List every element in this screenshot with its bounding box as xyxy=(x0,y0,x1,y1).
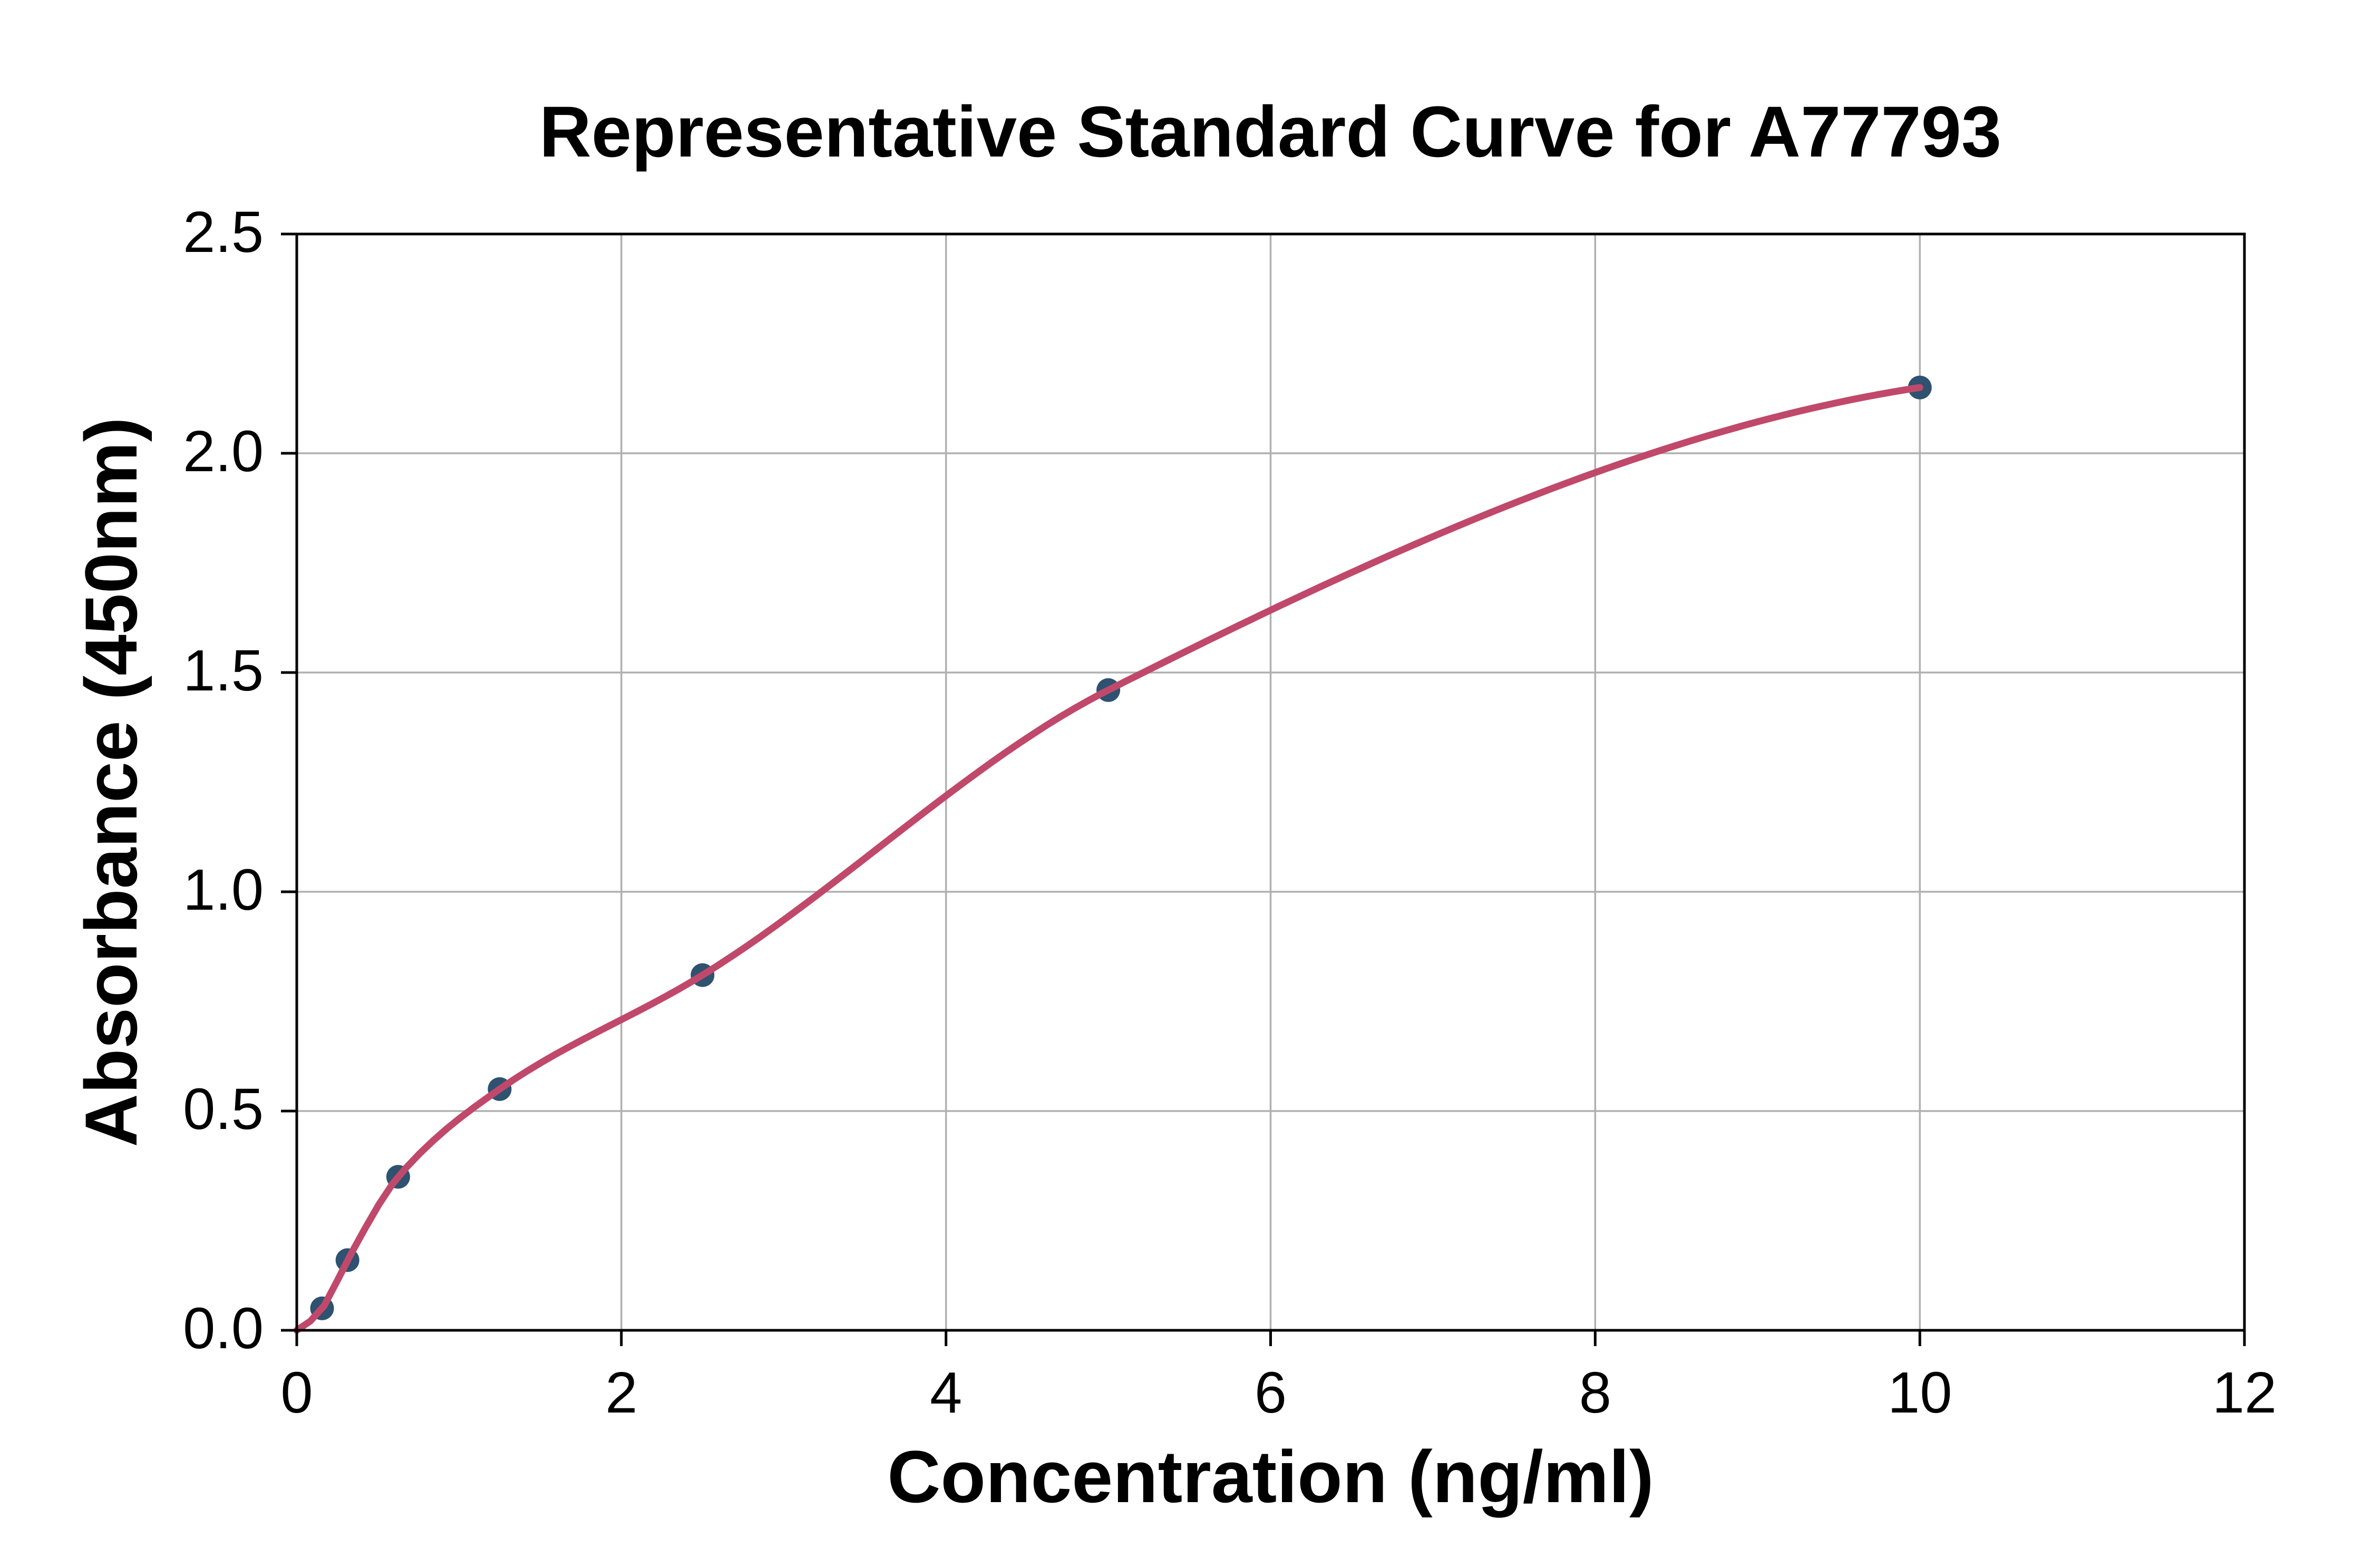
svg-text:2.0: 2.0 xyxy=(183,419,264,484)
svg-text:10: 10 xyxy=(1888,1360,1952,1425)
svg-text:6: 6 xyxy=(1255,1360,1287,1425)
svg-text:0.0: 0.0 xyxy=(183,1296,264,1361)
svg-text:0.5: 0.5 xyxy=(183,1077,264,1142)
svg-text:Absorbance (450nm): Absorbance (450nm) xyxy=(70,417,152,1147)
svg-text:8: 8 xyxy=(1579,1360,1611,1425)
svg-text:1.0: 1.0 xyxy=(183,858,264,922)
svg-text:0: 0 xyxy=(280,1360,313,1425)
svg-text:2.5: 2.5 xyxy=(183,200,264,265)
svg-text:Representative Standard Curve: Representative Standard Curve for A77793 xyxy=(539,92,2001,172)
svg-text:2: 2 xyxy=(605,1360,637,1425)
svg-text:1.5: 1.5 xyxy=(183,638,264,703)
svg-text:12: 12 xyxy=(2212,1360,2277,1425)
svg-text:4: 4 xyxy=(930,1360,962,1425)
svg-text:Concentration (ng/ml): Concentration (ng/ml) xyxy=(887,1435,1654,1518)
